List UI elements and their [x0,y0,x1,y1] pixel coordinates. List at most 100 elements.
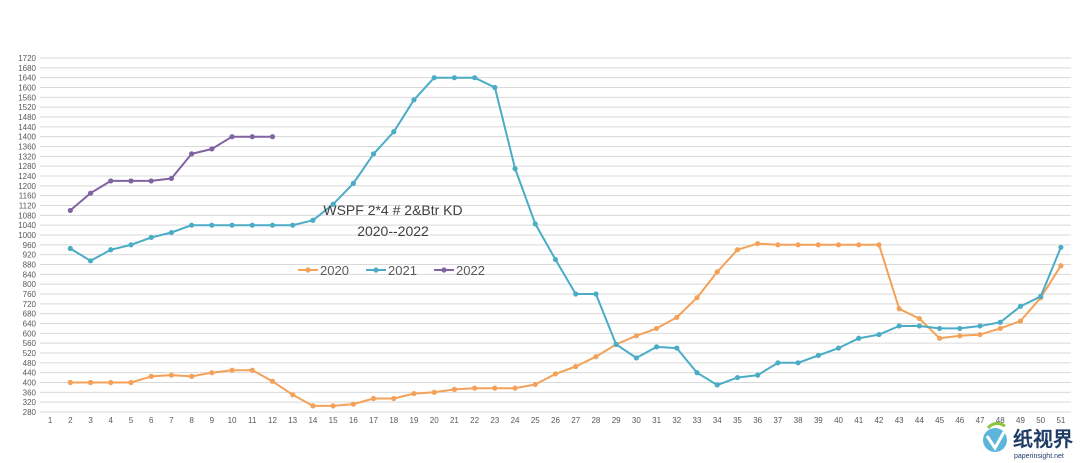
y-tick-label: 1000 [18,231,36,240]
data-point [957,325,963,332]
data-point [290,222,296,228]
data-point [755,241,761,247]
data-point [451,75,458,81]
data-point [795,360,801,366]
x-tick-label: 6 [149,416,154,425]
x-tick-label: 50 [1036,416,1045,425]
data-point [411,97,417,103]
data-point [391,395,397,402]
y-tick-label: 1640 [18,74,36,83]
x-tick-label: 10 [228,416,237,425]
data-point [370,151,377,157]
data-point [370,395,377,402]
data-point [593,291,599,297]
data-point [108,178,114,184]
data-point [189,373,195,379]
data-point [492,84,498,91]
y-tick-label: 1200 [18,182,36,191]
data-point [209,222,215,228]
y-tick-label: 320 [23,398,37,407]
data-point [613,341,619,347]
y-tick-label: 920 [23,251,37,260]
data-point [835,242,842,248]
legend-marker [441,267,447,273]
series-layer [67,75,1064,409]
y-tick-label: 840 [23,270,37,279]
data-point [856,335,862,341]
data-point [249,222,255,228]
y-tick-label: 760 [23,290,37,299]
x-tick-label: 1 [48,416,53,425]
data-point [532,221,538,227]
x-tick-label: 26 [551,416,560,425]
y-tick-label: 1360 [18,143,36,152]
legend-label: 2020 [320,263,349,278]
x-tick-label: 22 [470,416,479,425]
data-point [87,190,94,196]
y-tick-label: 1720 [18,54,36,63]
data-point [128,178,134,184]
x-tick-label: 16 [349,416,358,425]
y-tick-label: 800 [23,280,37,289]
x-tick-label: 28 [591,416,600,425]
data-point [269,222,276,228]
data-point [108,247,114,253]
series-line-2022 [69,135,273,212]
data-point [269,134,276,140]
y-tick-label: 400 [23,379,37,388]
legend: 2020 2021 2022 [298,263,485,278]
x-tick-label: 13 [288,416,297,425]
data-point [451,386,458,392]
x-tick-label: 31 [652,416,661,425]
x-tick-label: 38 [794,416,803,425]
legend-item-2022: 2022 [434,263,485,278]
data-point [67,379,73,386]
x-tick-label: 2 [68,416,73,425]
y-tick-label: 960 [23,241,37,250]
data-point [431,389,437,395]
x-tick-label: 48 [996,416,1005,425]
y-tick-label: 1560 [18,93,36,102]
y-tick-label: 1040 [18,221,36,230]
watermark-text: 纸视界 [1013,427,1073,451]
y-tick-label: 880 [23,261,37,270]
paperinsight-logo-icon [983,421,1007,452]
y-tick-label: 1160 [19,192,37,201]
y-tick-label: 640 [23,320,37,329]
data-point [330,403,336,409]
chart-subtitle: 2020--2022 [357,223,429,239]
data-point [653,344,660,350]
data-point [815,352,821,359]
data-point [1017,303,1024,309]
data-point [310,403,316,409]
legend-label: 2021 [388,263,417,278]
data-point [997,325,1003,332]
x-tick-label: 15 [329,416,338,425]
watermark: 纸视界 paperinsight.net [983,421,1073,460]
y-tick-label: 1120 [19,202,37,211]
data-point [148,373,154,379]
data-point [512,385,518,391]
grid-lines [40,57,1071,413]
data-point [795,242,801,248]
data-point [714,269,720,275]
data-point [168,229,175,236]
data-point [249,134,255,140]
data-point [573,363,579,370]
data-point [653,325,660,332]
y-tick-label: 480 [23,359,37,368]
data-point [936,335,943,341]
x-tick-label: 25 [531,416,540,425]
series-2022 [67,134,276,214]
data-point [532,381,538,388]
x-tick-label: 43 [895,416,904,425]
data-point [694,370,700,376]
x-tick-label: 32 [672,416,681,425]
x-tick-label: 29 [612,416,621,425]
x-tick-label: 5 [129,416,134,425]
y-tick-label: 360 [23,388,37,397]
x-tick-label: 34 [713,416,722,425]
data-point [290,392,296,398]
x-tick-label: 36 [753,416,762,425]
y-axis-ticks: 2803203604004404805205606006406807207608… [18,54,36,417]
